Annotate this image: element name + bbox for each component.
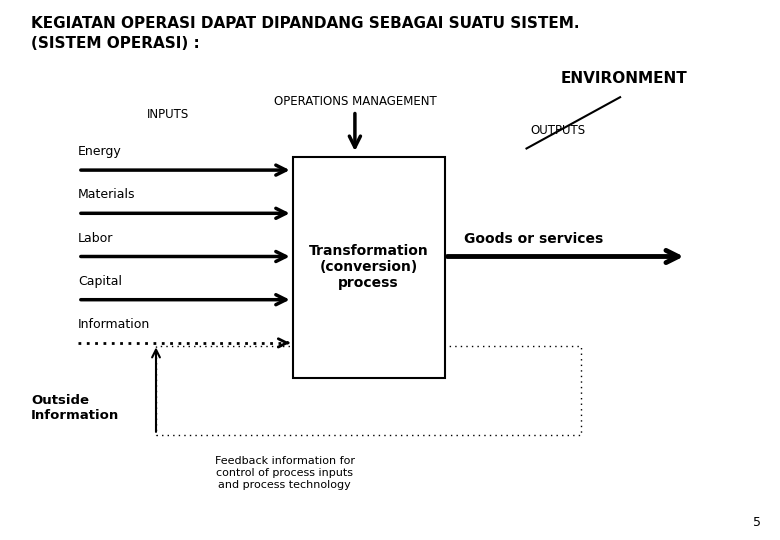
Text: Transformation
(conversion)
process: Transformation (conversion) process bbox=[309, 244, 428, 291]
Text: KEGIATAN OPERASI DAPAT DIPANDANG SEBAGAI SUATU SISTEM.
(SISTEM OPERASI) :: KEGIATAN OPERASI DAPAT DIPANDANG SEBAGAI… bbox=[31, 16, 580, 51]
Text: Outside
Information: Outside Information bbox=[31, 394, 119, 422]
Text: OUTPUTS: OUTPUTS bbox=[530, 124, 586, 137]
Text: Feedback information for
control of process inputs
and process technology: Feedback information for control of proc… bbox=[215, 456, 355, 489]
Bar bbox=[292, 157, 445, 378]
Text: Materials: Materials bbox=[78, 188, 136, 201]
Bar bbox=[156, 346, 581, 435]
Text: Information: Information bbox=[78, 318, 151, 331]
Text: ENVIRONMENT: ENVIRONMENT bbox=[561, 71, 687, 86]
Text: Capital: Capital bbox=[78, 275, 122, 288]
Text: 5: 5 bbox=[753, 516, 760, 529]
Text: Energy: Energy bbox=[78, 145, 122, 158]
Text: Labor: Labor bbox=[78, 232, 113, 245]
Text: INPUTS: INPUTS bbox=[147, 109, 189, 122]
Text: OPERATIONS MANAGEMENT: OPERATIONS MANAGEMENT bbox=[274, 95, 436, 108]
Text: Goods or services: Goods or services bbox=[464, 232, 604, 246]
